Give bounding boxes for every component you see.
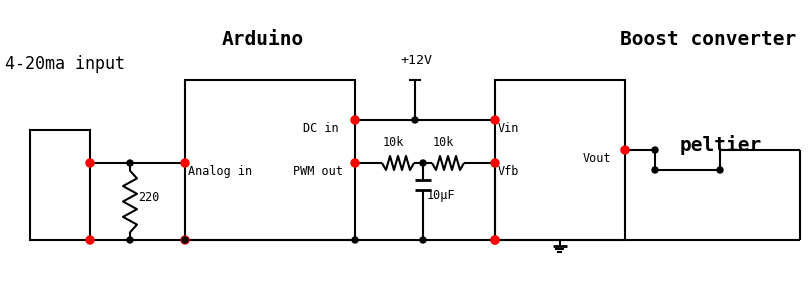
Text: Vin: Vin <box>497 122 519 135</box>
Text: 10μF: 10μF <box>427 189 455 202</box>
Circle shape <box>419 237 426 243</box>
Text: Analog in: Analog in <box>188 165 251 178</box>
Text: 10k: 10k <box>432 136 454 149</box>
Circle shape <box>491 116 499 124</box>
Bar <box>30 130 90 240</box>
Circle shape <box>411 117 418 123</box>
Text: 4-20ma input: 4-20ma input <box>5 55 125 73</box>
Circle shape <box>620 146 629 154</box>
Circle shape <box>491 236 499 244</box>
Text: Boost converter: Boost converter <box>620 30 796 49</box>
Text: peltier: peltier <box>679 135 762 155</box>
Circle shape <box>86 236 94 244</box>
Circle shape <box>350 159 358 167</box>
Circle shape <box>350 116 358 124</box>
Circle shape <box>491 237 497 243</box>
Circle shape <box>181 159 189 167</box>
Circle shape <box>651 167 657 173</box>
Circle shape <box>419 160 426 166</box>
Text: +12V: +12V <box>400 54 431 67</box>
Circle shape <box>127 237 133 243</box>
Text: 10k: 10k <box>383 136 404 149</box>
Text: Vout: Vout <box>582 152 611 165</box>
Circle shape <box>86 159 94 167</box>
Circle shape <box>491 159 499 167</box>
Bar <box>185 80 354 240</box>
Text: DC in: DC in <box>303 122 338 135</box>
Circle shape <box>651 147 657 153</box>
Circle shape <box>491 236 499 244</box>
Text: Vfb: Vfb <box>497 165 519 178</box>
Circle shape <box>716 167 722 173</box>
Circle shape <box>181 236 189 244</box>
Circle shape <box>127 160 133 166</box>
Text: 220: 220 <box>138 191 159 204</box>
Circle shape <box>351 237 358 243</box>
Bar <box>495 80 624 240</box>
Text: Arduino: Arduino <box>221 30 304 49</box>
Text: PWM out: PWM out <box>293 165 342 178</box>
Circle shape <box>182 237 188 243</box>
